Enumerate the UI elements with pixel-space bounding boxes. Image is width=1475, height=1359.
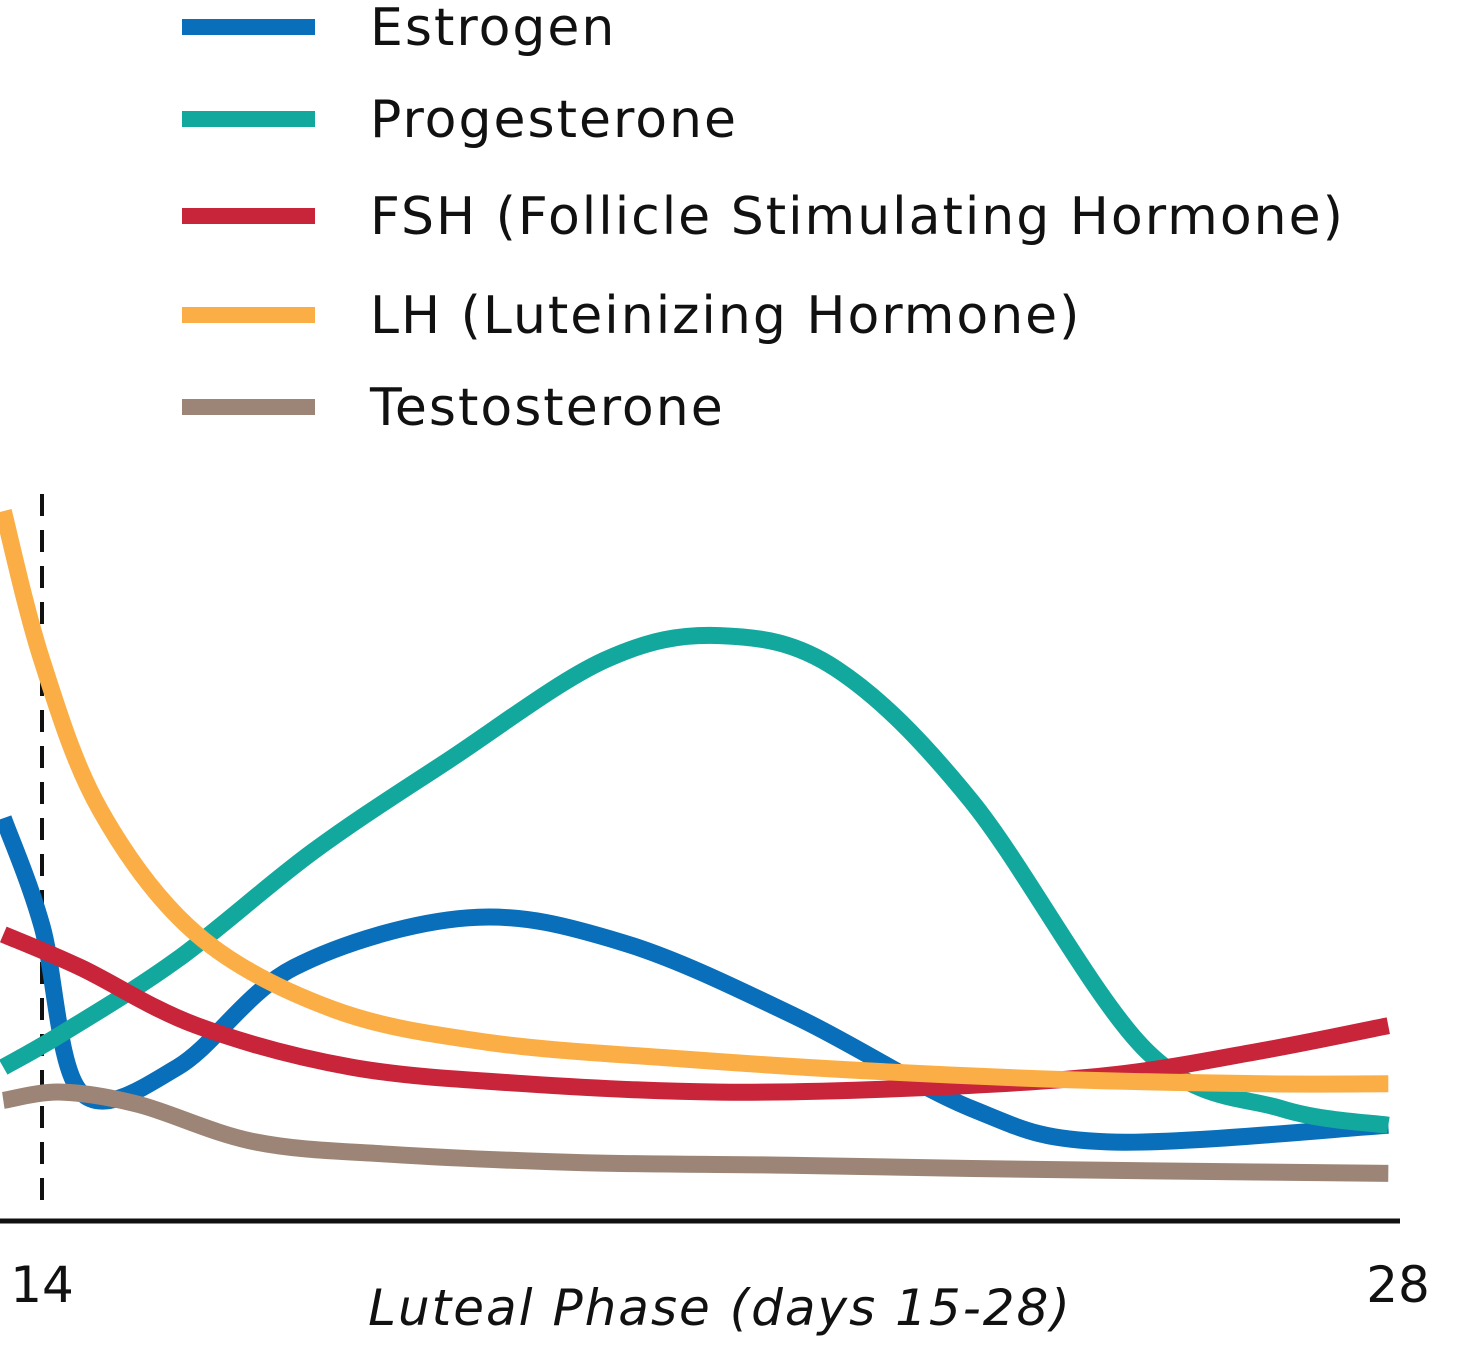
series-line-progesterone [0, 626, 1390, 1134]
series-line-fsh [0, 926, 1390, 1101]
series-line-lh [0, 508, 1389, 1093]
series-line-testosterone [1, 1083, 1389, 1182]
x-axis-title: Luteal Phase (days 15-28) [368, 1279, 1072, 1337]
legend-label-estrogen: Estrogen [370, 0, 616, 58]
plot-area [0, 494, 1390, 1212]
legend-label-lh: LH (Luteinizing Hormone) [370, 286, 1081, 346]
x-tick-label-end: 28 [1366, 1256, 1430, 1314]
series-line-estrogen [0, 815, 1389, 1151]
legend-label-testosterone: Testosterone [369, 378, 725, 438]
x-tick-label-start: 14 [10, 1256, 74, 1314]
chart-legend: Estrogen Progesterone FSH (Follicle Stimul… [182, 0, 1345, 438]
legend-label-fsh: FSH (Follicle Stimulating Hormone) [370, 187, 1345, 247]
legend-label-progesterone: Progesterone [370, 90, 738, 150]
